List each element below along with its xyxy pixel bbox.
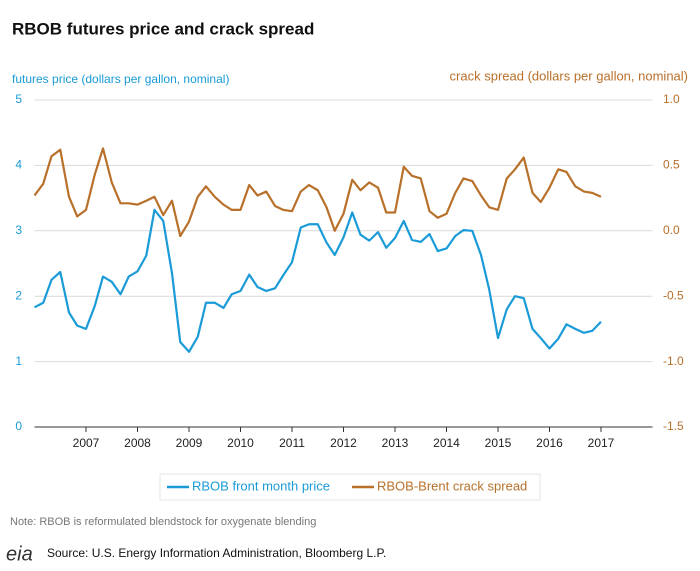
x-tick-label: 2013: [382, 436, 409, 450]
x-tick-label: 2011: [279, 436, 305, 450]
y2-tick-label: -1.0: [663, 354, 684, 368]
y2-tick-label: 0.0: [663, 223, 680, 237]
x-tick-label: 2007: [73, 436, 100, 450]
x-tick-label: 2012: [330, 436, 357, 450]
y2-tick-label: -1.5: [663, 419, 684, 433]
legend-label: RBOB-Brent crack spread: [377, 478, 527, 493]
legend-label: RBOB front month price: [192, 478, 330, 493]
note: Note: RBOB is reformulated blendstock fo…: [10, 516, 316, 528]
y-tick-label: 3: [15, 223, 22, 237]
y-tick-label: 0: [15, 419, 22, 433]
chart-title: RBOB futures price and crack spread: [12, 19, 314, 38]
legend-box: [159, 473, 541, 501]
x-tick-label: 2015: [485, 436, 512, 450]
logo: eia: [6, 543, 33, 565]
y2-tick-label: 0.5: [663, 158, 680, 172]
series-line: [33, 147, 602, 238]
x-tick-label: 2016: [536, 436, 563, 450]
series-line: [33, 208, 602, 353]
y2-tick-label: -0.5: [663, 288, 684, 302]
x-tick-label: 2017: [588, 436, 615, 450]
y2-axis-label: crack spread (dollars per gallon, nomina…: [450, 68, 688, 83]
x-tick-label: 2010: [227, 436, 254, 450]
y-tick-label: 5: [15, 92, 22, 106]
y-tick-label: 2: [15, 288, 22, 302]
y-tick-label: 4: [15, 158, 22, 172]
x-tick-label: 2009: [176, 436, 203, 450]
y-axis-label: futures price (dollars per gallon, nomin…: [12, 72, 229, 86]
x-tick-label: 2008: [124, 436, 151, 450]
y2-tick-label: 1.0: [663, 92, 680, 106]
source: Source: U.S. Energy Information Administ…: [47, 546, 386, 560]
y-tick-label: 1: [15, 354, 22, 368]
x-tick-label: 2014: [433, 436, 460, 450]
